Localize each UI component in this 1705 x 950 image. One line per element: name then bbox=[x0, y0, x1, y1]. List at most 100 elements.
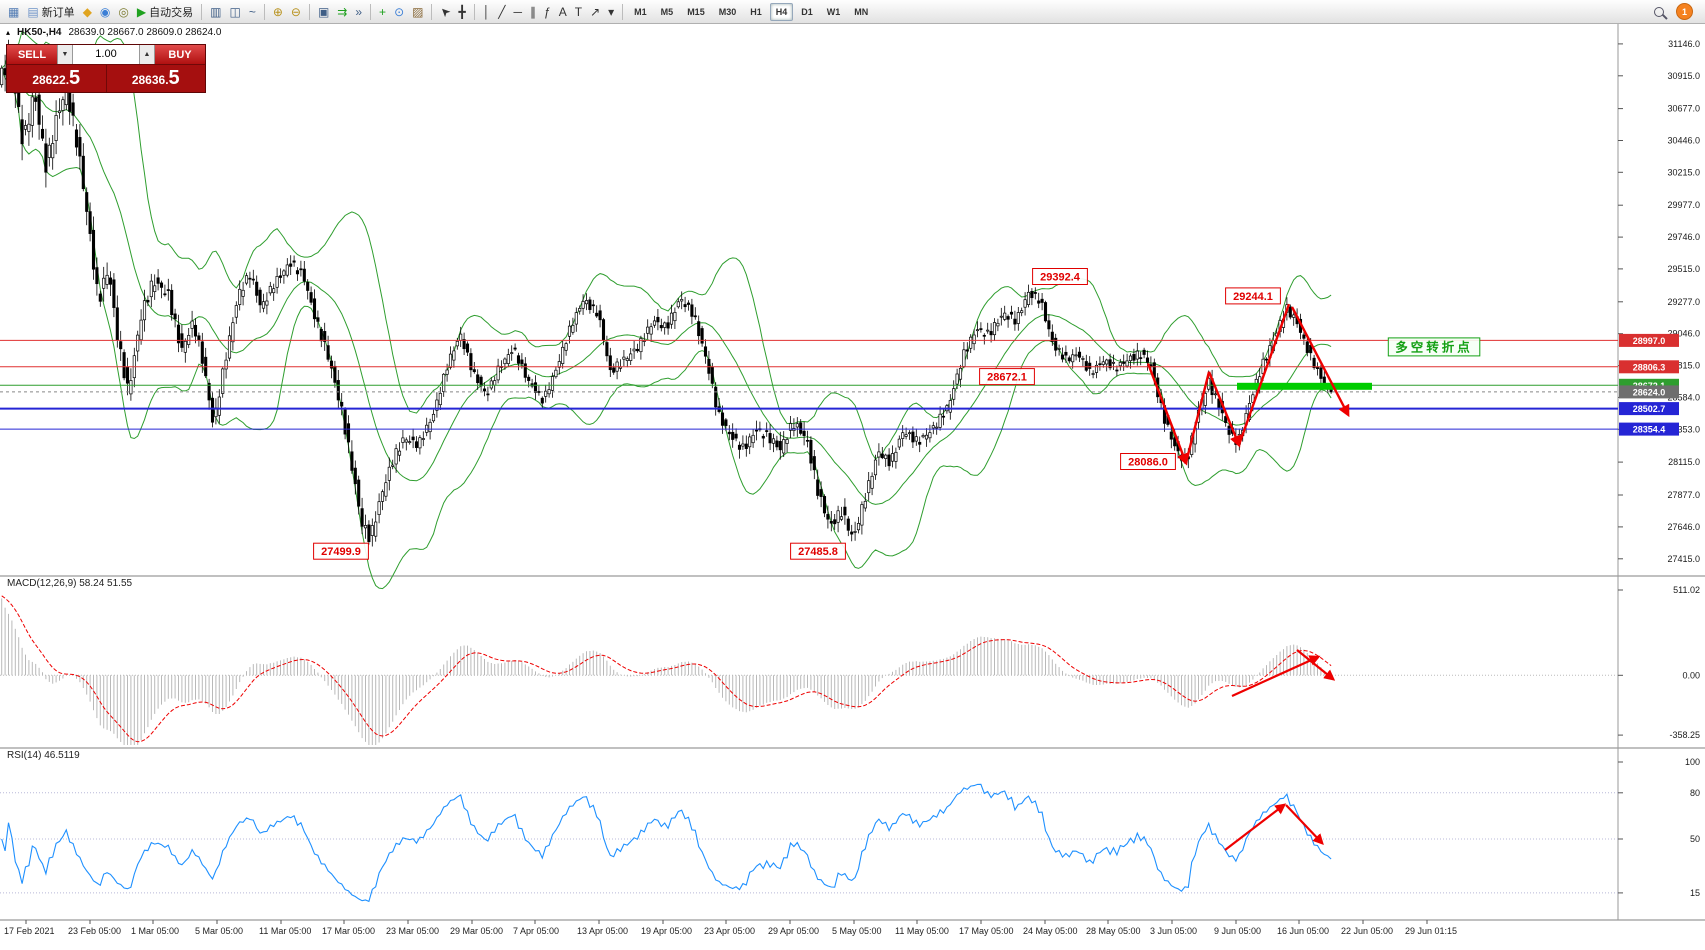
line-chart-icon: ~ bbox=[248, 4, 256, 19]
chart-symbol-label: HK50-,H4 bbox=[17, 27, 62, 38]
crosshair-button[interactable]: ╋ bbox=[455, 4, 470, 20]
sell-price: 28622. 5 bbox=[7, 65, 106, 92]
news-icon: ◎ bbox=[118, 4, 129, 19]
svg-text:15: 15 bbox=[1690, 888, 1700, 898]
timeframe-h1-button[interactable]: H1 bbox=[750, 6, 762, 17]
fibonacci-button[interactable]: ƒ bbox=[540, 4, 555, 20]
notification-badge[interactable]: 1 bbox=[1676, 3, 1693, 20]
indicators-button[interactable]: + bbox=[375, 4, 390, 20]
trendline-button[interactable]: ╱ bbox=[494, 4, 509, 20]
crosshair-icon: ╋ bbox=[458, 4, 466, 19]
search-icon[interactable] bbox=[1654, 6, 1664, 17]
svg-text:28584.0: 28584.0 bbox=[1667, 392, 1700, 402]
auto-scroll-icon: ⇉ bbox=[337, 4, 348, 19]
svg-text:29 Apr 05:00: 29 Apr 05:00 bbox=[768, 926, 819, 936]
note-annotation[interactable]: 多空转折点 bbox=[1387, 337, 1481, 357]
zoom-out-button[interactable]: ⊖ bbox=[287, 4, 305, 20]
news-button[interactable]: ◎ bbox=[114, 4, 132, 20]
timeframe-m1-button[interactable]: M1 bbox=[634, 6, 647, 17]
metaeditor-button[interactable]: ◆ bbox=[79, 4, 96, 20]
new-order-icon: ▤ bbox=[27, 4, 39, 19]
timeframe-h4-button[interactable]: H4 bbox=[769, 2, 794, 21]
objects-dropdown-icon: ▾ bbox=[608, 4, 615, 19]
time-axis[interactable]: 17 Feb 2021 23 Feb 05:00 1 Mar 05:00 5 Mar … bbox=[4, 920, 1457, 936]
zoom-out-icon: ⊖ bbox=[290, 4, 301, 19]
macd-arrows[interactable] bbox=[1231, 649, 1336, 698]
volume-input[interactable]: 1.00 bbox=[73, 45, 139, 64]
candlestick-chart-button[interactable]: ◫ bbox=[225, 4, 244, 20]
timeframe-m15-button[interactable]: M15 bbox=[687, 6, 705, 17]
svg-text:27646.0: 27646.0 bbox=[1667, 522, 1700, 532]
svg-text:50: 50 bbox=[1690, 834, 1700, 844]
one-click-toggle-icon[interactable]: ▴ bbox=[6, 28, 11, 37]
svg-text:17 May 05:00: 17 May 05:00 bbox=[959, 926, 1014, 936]
horizontal-line-icon: ─ bbox=[513, 4, 523, 19]
channel-icon: ∥ bbox=[530, 4, 537, 19]
svg-text:24 May 05:00: 24 May 05:00 bbox=[1023, 926, 1078, 936]
price-axis[interactable]: 31146.0 30915.0 30677.0 30446.0 30215.0 29977… bbox=[1618, 39, 1700, 564]
tile-windows-button[interactable]: ▣ bbox=[314, 4, 333, 20]
community-button[interactable]: ◉ bbox=[96, 4, 114, 20]
timeframe-mn-button[interactable]: MN bbox=[854, 6, 869, 17]
rsi-arrows[interactable] bbox=[1224, 803, 1324, 851]
svg-text:27415.0: 27415.0 bbox=[1667, 554, 1700, 564]
price-annotations[interactable]: 29392.4 29244.1 28672.1 28086.0 27499.9 27485… bbox=[313, 268, 1281, 560]
chart-plot-area[interactable] bbox=[0, 24, 1618, 576]
horizontal-line-button[interactable]: ─ bbox=[510, 4, 527, 20]
volume-up-button[interactable]: ▲ bbox=[139, 45, 155, 64]
arrows-button[interactable]: ↗ bbox=[586, 4, 604, 20]
vertical-line-button[interactable]: │ bbox=[479, 4, 495, 20]
text-button[interactable]: A bbox=[555, 4, 571, 20]
svg-text:28672.1: 28672.1 bbox=[987, 372, 1027, 384]
arrows-icon: ↗ bbox=[590, 4, 601, 19]
zoom-in-button[interactable]: ⊕ bbox=[269, 4, 287, 20]
svg-text:511.02: 511.02 bbox=[1673, 585, 1700, 595]
svg-text:11 Mar 05:00: 11 Mar 05:00 bbox=[259, 926, 311, 936]
svg-text:28 May 05:00: 28 May 05:00 bbox=[1086, 926, 1141, 936]
timeframe-m5-button[interactable]: M5 bbox=[660, 6, 674, 17]
svg-text:22 Jun 05:00: 22 Jun 05:00 bbox=[1341, 926, 1393, 936]
indicators-icon: + bbox=[379, 4, 387, 19]
templates-button[interactable]: ▨ bbox=[408, 4, 427, 20]
autotrading-button[interactable]: ▶ 自动交易 bbox=[133, 2, 197, 22]
text-label-button[interactable]: T bbox=[571, 4, 586, 20]
svg-text:23 Feb 05:00: 23 Feb 05:00 bbox=[68, 926, 121, 936]
new-chart-button[interactable]: ▦ bbox=[4, 4, 23, 20]
svg-text:17 Mar 05:00: 17 Mar 05:00 bbox=[322, 926, 375, 936]
svg-text:29244.1: 29244.1 bbox=[1233, 291, 1273, 303]
svg-text:11 May 05:00: 11 May 05:00 bbox=[895, 926, 949, 936]
timeframe-d1-button[interactable]: D1 bbox=[801, 6, 813, 17]
buy-button[interactable]: BUY bbox=[155, 45, 205, 64]
objects-dropdown-button[interactable]: ▾ bbox=[604, 4, 618, 20]
sell-button[interactable]: SELL bbox=[7, 45, 57, 64]
templates-icon: ▨ bbox=[412, 4, 424, 19]
svg-text:0.00: 0.00 bbox=[1682, 670, 1700, 680]
new-order-button[interactable]: ▤ 新订单 bbox=[23, 2, 78, 22]
volume-down-button[interactable]: ▼ bbox=[57, 45, 73, 64]
new-chart-icon: ▦ bbox=[8, 4, 20, 19]
auto-scroll-button[interactable]: ⇉ bbox=[333, 4, 351, 20]
periods-button[interactable]: ⊙ bbox=[390, 4, 408, 20]
chart-header: ▴ HK50-,H4 28639.0 28667.0 28609.0 28624… bbox=[6, 27, 221, 38]
svg-text:7 Apr 05:00: 7 Apr 05:00 bbox=[513, 926, 559, 936]
line-chart-button[interactable]: ~ bbox=[245, 4, 260, 20]
chart-shift-button[interactable]: » bbox=[351, 4, 366, 20]
channel-button[interactable]: ∥ bbox=[526, 4, 540, 20]
trend-arrows[interactable] bbox=[1146, 303, 1350, 466]
svg-text:多空转折点: 多空转折点 bbox=[1395, 339, 1473, 354]
timeframe-m30-button[interactable]: M30 bbox=[718, 6, 737, 17]
support-highlight-bar[interactable] bbox=[1237, 382, 1372, 390]
cursor-button[interactable]: ➤ bbox=[436, 3, 454, 20]
bar-chart-button[interactable]: ▥ bbox=[206, 4, 225, 20]
buy-price-big-digit: 5 bbox=[168, 67, 180, 89]
svg-text:30677.0: 30677.0 bbox=[1667, 104, 1700, 114]
timeframe-w1-button[interactable]: W1 bbox=[826, 6, 841, 17]
tile-windows-icon: ▣ bbox=[317, 4, 330, 19]
toolbar-separator bbox=[370, 3, 372, 20]
svg-text:31146.0: 31146.0 bbox=[1668, 39, 1700, 49]
svg-text:29 Jun 01:15: 29 Jun 01:15 bbox=[1405, 926, 1457, 936]
toolbar-separator bbox=[201, 3, 203, 20]
svg-text:28353.0: 28353.0 bbox=[1667, 424, 1700, 434]
